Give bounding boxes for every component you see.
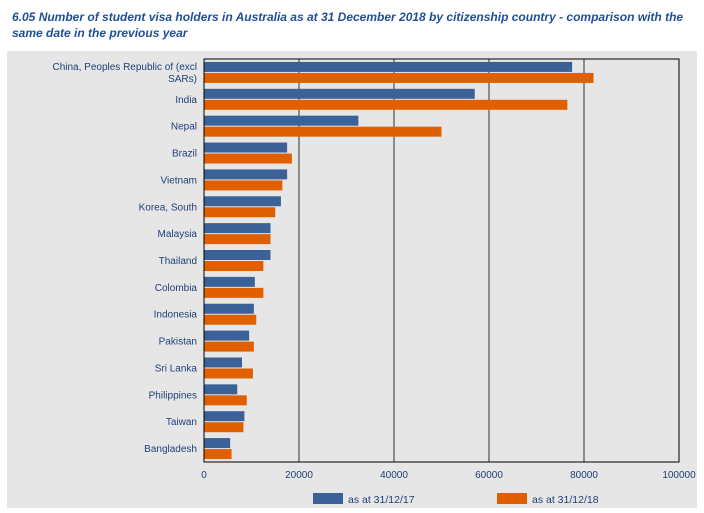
x-tick-label: 40000	[380, 470, 408, 481]
bar	[204, 449, 232, 460]
category-label: Indonesia	[154, 310, 198, 321]
bar	[204, 330, 250, 341]
legend: as at 31/12/17 as at 31/12/18	[313, 493, 599, 506]
bar	[204, 61, 573, 72]
x-tick-label: 0	[201, 470, 207, 481]
x-tick-label: 80000	[570, 470, 598, 481]
category-label: Thailand	[159, 256, 197, 267]
x-tick-label: 100000	[662, 470, 696, 481]
category-label: Vietnam	[160, 175, 197, 186]
bar	[204, 153, 292, 164]
legend-swatch	[313, 493, 343, 504]
category-label: Malaysia	[158, 229, 198, 240]
category-label: Sri Lanka	[155, 363, 198, 374]
bar	[204, 314, 257, 325]
bar	[204, 368, 253, 379]
bar	[204, 196, 281, 207]
bar	[204, 261, 264, 271]
x-tick-labels: 0 20000 40000 60000 80000 100000	[201, 470, 696, 481]
chart-title: 6.05 Number of student visa holders in A…	[12, 10, 684, 40]
legend-label: as at 31/12/17	[348, 494, 415, 506]
x-tick-label: 20000	[285, 470, 313, 481]
legend-label: as at 31/12/18	[532, 494, 599, 506]
category-label: Korea, South	[139, 202, 197, 213]
bar	[204, 169, 288, 180]
bar	[204, 303, 254, 314]
bar	[204, 438, 231, 449]
legend-swatch	[497, 493, 527, 504]
category-label: Nepal	[171, 122, 197, 133]
bar	[204, 234, 271, 245]
category-label: Taiwan	[166, 417, 197, 428]
bar	[204, 99, 568, 110]
bar	[204, 422, 244, 433]
bar	[204, 142, 288, 153]
bar	[204, 207, 276, 218]
category-labels: China, Peoples Republic of (excl SARs) Ind…	[52, 62, 197, 455]
gridlines	[298, 59, 585, 462]
category-label: China, Peoples Republic of (excl SARs)	[52, 62, 197, 85]
category-label: Brazil	[172, 149, 197, 160]
bar	[204, 395, 247, 406]
category-label: Philippines	[149, 390, 197, 401]
bar	[204, 180, 283, 191]
bar	[204, 384, 238, 395]
bar	[204, 276, 255, 287]
bar	[204, 88, 475, 99]
plot-frame	[203, 58, 680, 463]
category-label: India	[175, 95, 197, 106]
bar	[204, 223, 271, 234]
category-label: Bangladesh	[144, 444, 197, 455]
bar	[204, 115, 359, 126]
bar	[204, 411, 245, 422]
bar	[204, 287, 264, 298]
category-label: Colombia	[155, 283, 198, 294]
x-tick-label: 60000	[475, 470, 503, 481]
bars	[204, 61, 594, 460]
category-label: Pakistan	[159, 337, 197, 348]
bar	[204, 126, 442, 137]
bar	[204, 250, 271, 260]
bar	[204, 72, 594, 83]
bar	[204, 341, 254, 352]
bar	[204, 357, 242, 368]
